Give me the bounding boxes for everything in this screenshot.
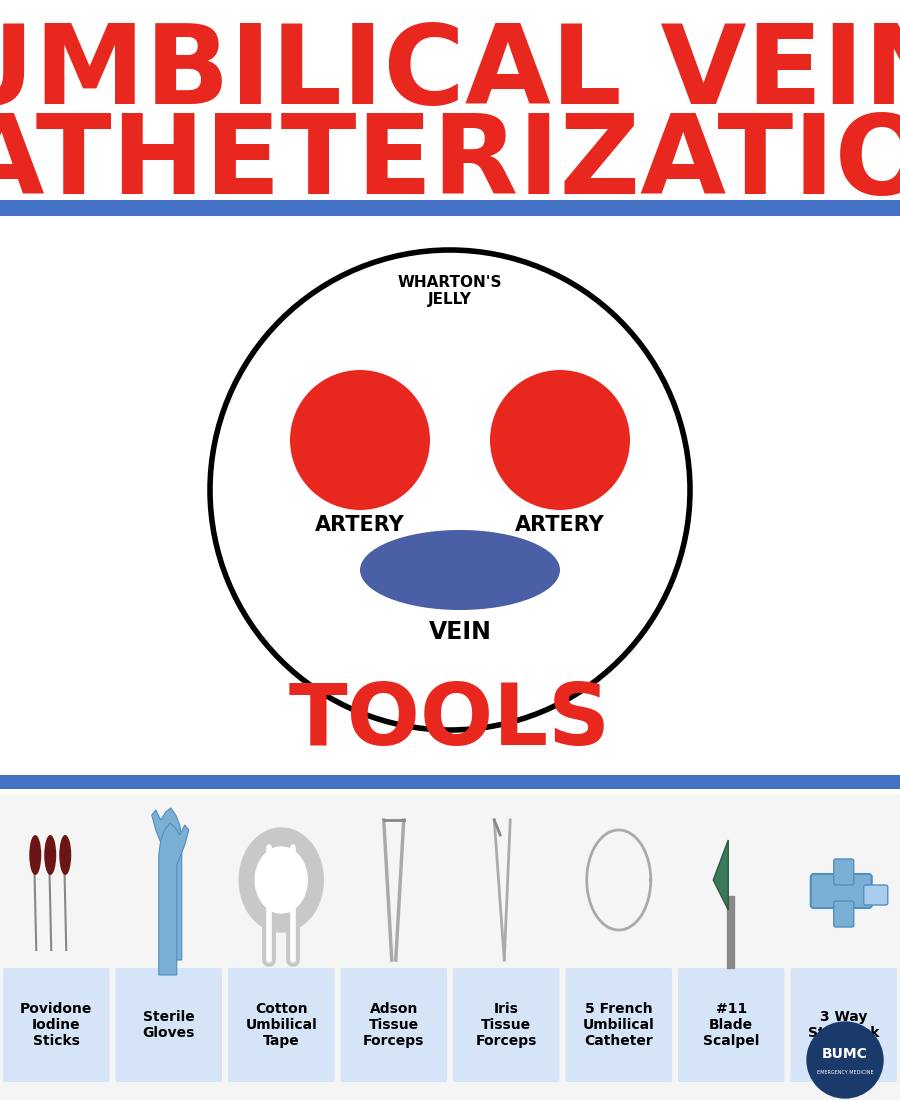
Text: ARTERY: ARTERY xyxy=(515,515,605,535)
Text: UMBILICAL VEIN: UMBILICAL VEIN xyxy=(0,20,900,126)
Text: #11
Blade
Scalpel: #11 Blade Scalpel xyxy=(703,1002,760,1048)
Text: Iris
Tissue
Forceps: Iris Tissue Forceps xyxy=(475,1002,537,1048)
FancyBboxPatch shape xyxy=(340,968,447,1082)
Text: Cotton
Umbilical
Tape: Cotton Umbilical Tape xyxy=(246,1002,317,1048)
Text: Povidone
Iodine
Sticks: Povidone Iodine Sticks xyxy=(20,1002,93,1048)
Bar xyxy=(0,208,900,216)
Polygon shape xyxy=(158,823,189,975)
FancyBboxPatch shape xyxy=(115,968,222,1082)
Circle shape xyxy=(490,370,630,510)
Text: ARTERY: ARTERY xyxy=(315,515,405,535)
Bar xyxy=(0,776,900,789)
Text: Sterile
Gloves: Sterile Gloves xyxy=(142,1010,195,1041)
Text: TOOLS: TOOLS xyxy=(289,680,611,763)
Text: 5 French
Umbilical
Catheter: 5 French Umbilical Catheter xyxy=(583,1002,654,1048)
Polygon shape xyxy=(713,840,728,910)
Circle shape xyxy=(807,1022,883,1098)
Text: 3 Way
Stopcock: 3 Way Stopcock xyxy=(808,1010,879,1041)
Circle shape xyxy=(210,250,690,730)
Polygon shape xyxy=(152,808,182,960)
FancyBboxPatch shape xyxy=(3,968,110,1082)
FancyBboxPatch shape xyxy=(228,968,335,1082)
Bar xyxy=(0,794,900,1100)
Text: EMERGENCY MEDICINE: EMERGENCY MEDICINE xyxy=(816,1069,873,1075)
Text: CATHETERIZATION: CATHETERIZATION xyxy=(0,110,900,217)
Bar xyxy=(0,200,900,208)
FancyBboxPatch shape xyxy=(811,874,872,907)
Text: BUMC: BUMC xyxy=(822,1047,868,1062)
Polygon shape xyxy=(256,847,307,913)
FancyBboxPatch shape xyxy=(864,886,887,905)
Ellipse shape xyxy=(59,835,71,874)
Text: Adson
Tissue
Forceps: Adson Tissue Forceps xyxy=(363,1002,425,1048)
Ellipse shape xyxy=(44,835,56,874)
FancyBboxPatch shape xyxy=(565,968,672,1082)
FancyBboxPatch shape xyxy=(453,968,560,1082)
Circle shape xyxy=(290,370,430,510)
FancyBboxPatch shape xyxy=(790,968,897,1082)
FancyBboxPatch shape xyxy=(678,968,785,1082)
Ellipse shape xyxy=(29,835,41,874)
Ellipse shape xyxy=(360,530,560,610)
FancyBboxPatch shape xyxy=(833,859,854,886)
FancyBboxPatch shape xyxy=(833,901,854,927)
Text: WHARTON'S
JELLY: WHARTON'S JELLY xyxy=(398,275,502,307)
Polygon shape xyxy=(239,828,323,932)
Text: VEIN: VEIN xyxy=(428,620,491,644)
